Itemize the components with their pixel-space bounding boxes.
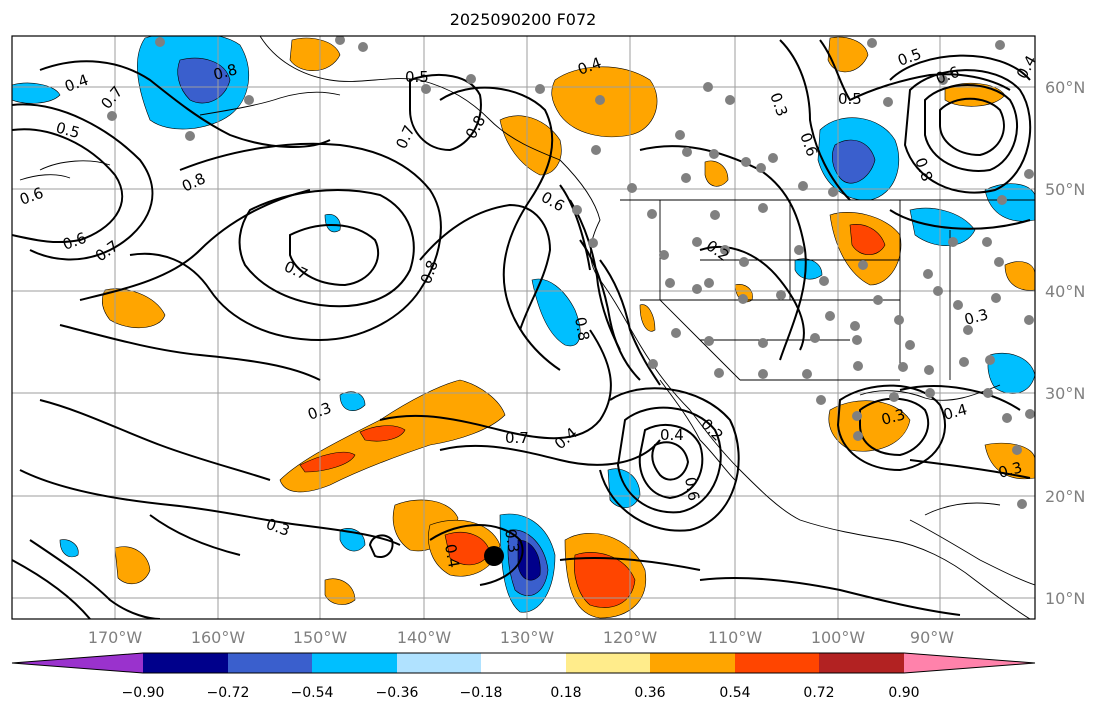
colorbar-tick-label: −0.90 — [122, 685, 165, 701]
contour-label: 0.4 — [941, 400, 969, 424]
contour-label: 0.5 — [54, 118, 82, 142]
colorbar-outline — [11, 652, 1036, 674]
map-frame — [11, 35, 1036, 620]
lon-label: 170°W — [88, 628, 143, 647]
contour-lines — [12, 39, 1032, 619]
coastlines — [19, 36, 1035, 619]
colorbar-segment — [650, 653, 735, 673]
colorbar-tick-label: 0.18 — [550, 685, 581, 701]
lon-label: 90°W — [910, 628, 954, 647]
colorbar-segment — [904, 653, 1035, 673]
contour-label: 0.7 — [505, 429, 529, 447]
colorbar-tick-label: −0.18 — [460, 685, 503, 701]
colorbar-segment — [735, 653, 819, 673]
lat-label: 50°N — [1045, 180, 1085, 199]
contour-label: 0.3 — [996, 458, 1024, 482]
contour-label: 0.8 — [571, 316, 593, 343]
colorbar-tick-label: 0.54 — [719, 685, 750, 701]
contour-label: 0.8 — [211, 60, 239, 84]
colorbar-tick-labels: −0.90 −0.72 −0.54 −0.36 −0.18 0.18 0.36 … — [122, 685, 920, 701]
lon-axis-labels: 170°W 160°W 150°W 140°W 130°W 120°W 110°… — [88, 628, 954, 647]
colorbar-tick-label: 0.90 — [888, 685, 919, 701]
lon-label: 100°W — [811, 628, 866, 647]
map-panel — [12, 36, 1035, 619]
lon-label: 130°W — [500, 628, 555, 647]
colorbar-segment — [397, 653, 481, 673]
station-dots — [107, 36, 1035, 509]
colorbar-segment — [228, 653, 312, 673]
contour-label: 0.3 — [501, 528, 523, 555]
lon-label: 150°W — [293, 628, 348, 647]
lat-label: 60°N — [1045, 78, 1085, 97]
lat-label: 40°N — [1045, 282, 1085, 301]
lon-label: 120°W — [603, 628, 658, 647]
colorbar-segment — [312, 653, 397, 673]
colorbar-tick-label: −0.36 — [376, 685, 419, 701]
lon-label: 160°W — [191, 628, 246, 647]
map-title: 2025090200 F072 — [450, 10, 597, 29]
contour-label: 0.5 — [405, 68, 429, 86]
colorbar-segment — [12, 653, 143, 673]
contour-label: 0.4 — [660, 426, 684, 444]
lat-label: 20°N — [1045, 487, 1085, 506]
lat-axis-labels: 60°N 50°N 40°N 30°N 20°N 10°N — [1045, 78, 1085, 608]
contour-label: 0.3 — [962, 305, 990, 329]
lat-label: 10°N — [1045, 589, 1085, 608]
colorbar-segment — [566, 653, 650, 673]
colorbar-tick-label: −0.54 — [291, 685, 334, 701]
lon-label: 140°W — [397, 628, 452, 647]
colorbar-tick-label: 0.36 — [634, 685, 665, 701]
contour-label: 0.4 — [441, 543, 463, 570]
contour-label: 0.5 — [838, 90, 862, 108]
lon-label: 110°W — [708, 628, 763, 647]
colorbar-tick-label: −0.72 — [207, 685, 250, 701]
colorbar-segment — [819, 653, 904, 673]
colorbar-segment — [481, 653, 566, 673]
storm-center-marker — [484, 546, 504, 566]
contour-label: 0.6 — [681, 476, 703, 503]
colorbar-tick-label: 0.72 — [803, 685, 834, 701]
colorbar — [11, 652, 1036, 674]
contour-label: 0.3 — [879, 405, 907, 429]
lat-label: 30°N — [1045, 384, 1085, 403]
colorbar-segment — [143, 653, 228, 673]
